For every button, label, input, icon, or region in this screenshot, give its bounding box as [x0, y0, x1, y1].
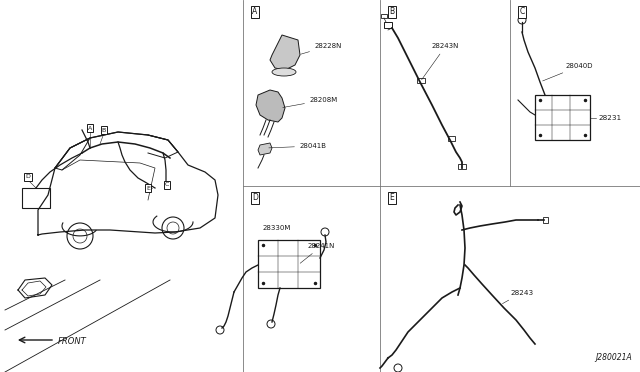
Text: 28241N: 28241N [300, 243, 335, 263]
Text: E: E [146, 186, 150, 190]
Text: 28040D: 28040D [543, 63, 593, 81]
Text: 28231: 28231 [598, 115, 621, 121]
Text: 28243N: 28243N [422, 43, 460, 80]
Bar [543, 217, 548, 223]
Text: A: A [88, 125, 92, 131]
Text: A: A [252, 7, 258, 16]
Bar [535, 95, 590, 140]
Bar [458, 164, 466, 169]
Text: J280021A: J280021A [595, 353, 632, 362]
Text: FRONT: FRONT [58, 337, 87, 346]
Bar [258, 240, 320, 288]
Bar [22, 188, 50, 208]
Text: E: E [390, 193, 394, 202]
Bar [381, 14, 387, 18]
Text: 28208M: 28208M [283, 97, 339, 108]
Ellipse shape [272, 68, 296, 76]
Text: B: B [389, 7, 395, 16]
Polygon shape [256, 90, 285, 122]
Text: 28041B: 28041B [269, 143, 327, 149]
Text: 28243: 28243 [502, 290, 533, 304]
Bar [417, 78, 425, 83]
Text: 28228N: 28228N [301, 43, 342, 54]
Text: D: D [252, 193, 258, 202]
Polygon shape [270, 35, 300, 70]
Text: C: C [165, 183, 169, 187]
Bar [384, 22, 392, 28]
Bar [448, 136, 455, 141]
Text: B: B [102, 128, 106, 132]
Text: D: D [26, 174, 31, 180]
Polygon shape [258, 143, 272, 155]
Text: C: C [520, 7, 525, 16]
Text: 28330M: 28330M [263, 225, 291, 231]
